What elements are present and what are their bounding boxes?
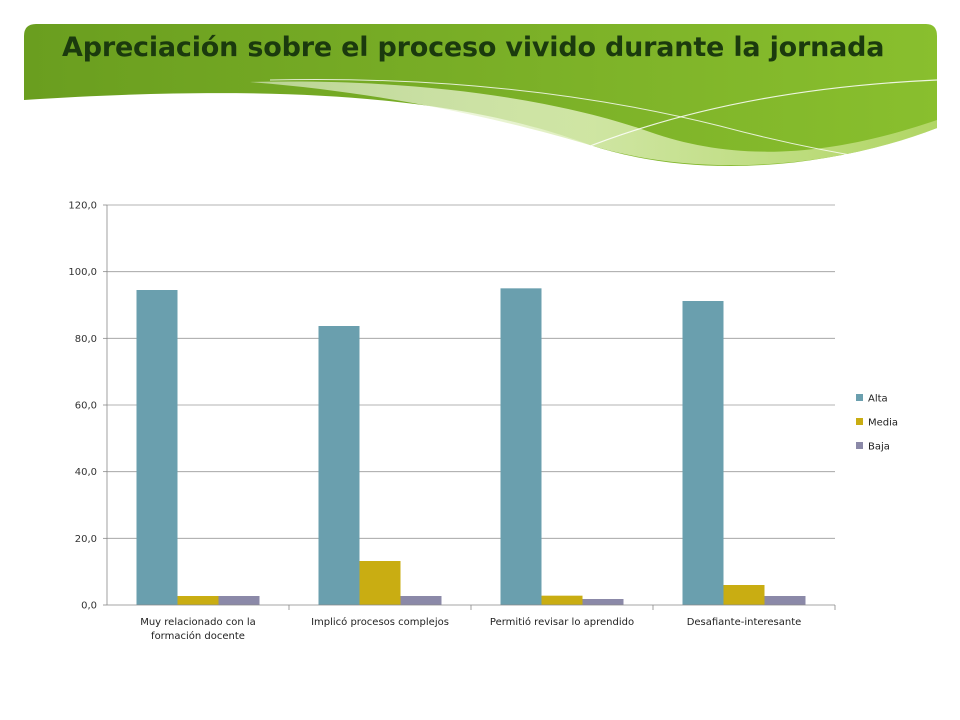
- y-tick-label: 20,0: [75, 534, 97, 545]
- bar-baja: [582, 599, 624, 605]
- legend-swatch: [856, 418, 863, 425]
- category-label: Implicó procesos complejos: [311, 616, 449, 628]
- bar-baja: [400, 596, 442, 605]
- y-tick-label: 100,0: [68, 267, 97, 278]
- bar-media: [723, 585, 765, 605]
- legend-label: Media: [868, 418, 898, 429]
- category-label: Permitió revisar lo aprendido: [490, 616, 634, 628]
- bar-media: [177, 596, 219, 605]
- category-label: Desafiante-interesante: [687, 617, 802, 628]
- y-tick-label: 60,0: [75, 401, 97, 412]
- bar-alta: [318, 326, 360, 605]
- slide-title: Apreciación sobre el proceso vivido dura…: [62, 32, 885, 63]
- bar-baja: [764, 596, 806, 605]
- y-tick-label: 40,0: [75, 467, 97, 478]
- bar-media: [541, 595, 583, 605]
- bar-alta: [682, 301, 724, 605]
- legend-swatch: [856, 442, 863, 449]
- category-label: Muy relacionado con la: [140, 617, 256, 628]
- header-banner: [24, 24, 938, 167]
- bar-media: [359, 561, 401, 605]
- category-label: formación docente: [151, 630, 245, 642]
- bar-alta: [500, 288, 542, 605]
- legend-label: Alta: [868, 394, 888, 405]
- bar-baja: [218, 596, 260, 605]
- y-tick-label: 0,0: [81, 601, 97, 612]
- legend-label: Baja: [868, 442, 890, 453]
- y-tick-label: 120,0: [68, 201, 97, 212]
- legend-swatch: [856, 394, 863, 401]
- bar-alta: [136, 290, 178, 605]
- y-tick-label: 80,0: [75, 334, 97, 345]
